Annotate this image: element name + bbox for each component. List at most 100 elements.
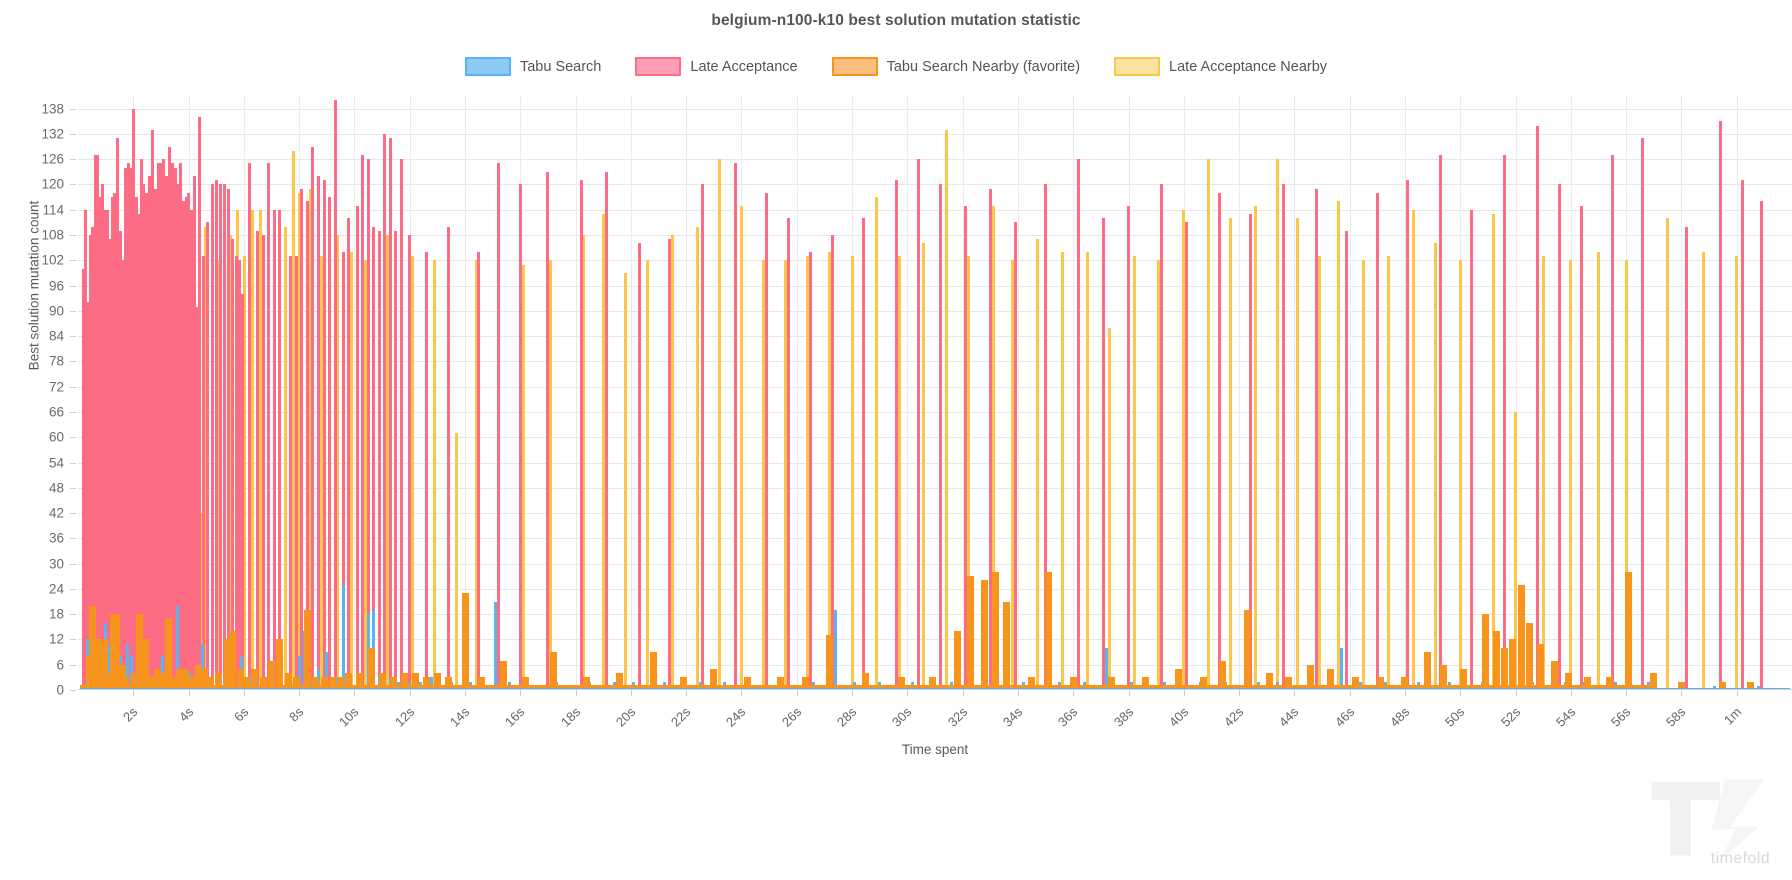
legend-swatch-icon	[635, 57, 682, 76]
bar	[303, 609, 311, 690]
legend-item-1[interactable]: Late Acceptance	[635, 57, 798, 76]
legend-item-2[interactable]: Tabu Search Nearby (favorite)	[831, 57, 1080, 76]
bar	[668, 239, 672, 690]
bar	[300, 188, 304, 690]
gridline-vertical	[1017, 96, 1019, 690]
bar	[151, 129, 155, 690]
y-axis-tick-mark	[70, 159, 76, 161]
y-axis-tick-mark	[70, 437, 76, 439]
bar	[1085, 251, 1089, 690]
bar	[1625, 572, 1633, 690]
bar	[1044, 184, 1048, 690]
bar	[1757, 685, 1761, 690]
y-axis-tick-mark	[70, 690, 76, 691]
bar	[1317, 256, 1321, 690]
y-axis-tick-mark	[70, 588, 76, 590]
gridline-horizontal	[78, 614, 1792, 616]
bar	[89, 235, 93, 690]
bar	[1481, 614, 1489, 690]
bar	[1440, 664, 1448, 690]
bar	[276, 639, 284, 690]
legend-item-3[interactable]: Late Acceptance Nearby	[1114, 57, 1327, 76]
bar	[1295, 218, 1299, 690]
bar	[308, 188, 312, 690]
bar	[169, 285, 173, 690]
gridline-vertical	[465, 96, 467, 690]
bar	[583, 677, 591, 690]
bar	[170, 677, 178, 690]
bar	[129, 167, 133, 690]
bar	[243, 677, 251, 690]
bar	[478, 677, 486, 690]
bar	[991, 205, 995, 690]
bar	[1254, 205, 1258, 690]
bar	[826, 635, 834, 690]
bar	[320, 677, 328, 690]
bar	[134, 197, 138, 690]
bar	[1423, 652, 1431, 690]
bar	[204, 226, 208, 690]
x-axis-tick-label: 22s	[668, 704, 694, 730]
x-axis-tick-mark	[907, 690, 909, 696]
bar	[364, 260, 367, 690]
bar	[1028, 677, 1036, 690]
bar	[1740, 180, 1744, 690]
bar	[1281, 184, 1285, 690]
bar	[229, 631, 237, 690]
bar	[231, 239, 235, 690]
bar	[1624, 260, 1628, 690]
bar	[153, 668, 161, 690]
bar	[115, 138, 119, 690]
bar	[214, 180, 218, 690]
bar	[898, 677, 906, 690]
gridline-horizontal	[78, 108, 1792, 110]
bar	[1345, 230, 1349, 690]
gridline-vertical	[630, 96, 632, 690]
timefold-logo-icon	[1651, 779, 1765, 861]
bar	[328, 197, 332, 690]
bar	[1218, 192, 1222, 690]
bar	[579, 180, 583, 690]
x-axis-tick-mark	[299, 690, 301, 696]
chart-legend: Tabu Search Late Acceptance Tabu Search Ne…	[0, 57, 1792, 76]
bar	[94, 639, 102, 690]
bar	[187, 677, 195, 690]
bar	[272, 209, 276, 690]
bar	[897, 256, 901, 690]
bar	[549, 260, 553, 690]
x-axis-tick-label: 26s	[778, 704, 805, 730]
bar	[366, 159, 370, 690]
x-axis-tick-label: 56s	[1607, 704, 1634, 730]
gridline-horizontal	[78, 513, 1792, 515]
bar	[546, 171, 550, 690]
bar	[305, 201, 309, 690]
bar	[1069, 677, 1077, 690]
bar	[1641, 138, 1645, 690]
bar	[124, 167, 128, 690]
gridline-vertical	[686, 96, 688, 690]
x-axis-tick-label: 8s	[286, 704, 307, 725]
x-axis-tick-mark	[409, 690, 411, 696]
bar	[944, 129, 948, 690]
bar	[1102, 218, 1106, 690]
bar	[333, 100, 337, 690]
gridline-horizontal	[78, 563, 1792, 565]
bar	[776, 677, 784, 690]
bar	[389, 677, 397, 690]
x-axis-tick-label: 30s	[889, 704, 915, 730]
bar	[223, 184, 227, 690]
bar	[341, 251, 345, 690]
bar	[894, 180, 898, 690]
bar	[1610, 154, 1614, 690]
bar	[165, 618, 173, 690]
gridline-horizontal	[78, 184, 1792, 186]
gridline-vertical	[796, 96, 798, 690]
bar	[411, 256, 414, 690]
bar	[388, 138, 392, 690]
bar	[1243, 609, 1251, 690]
bar	[267, 163, 271, 690]
legend-item-0[interactable]: Tabu Search	[464, 57, 601, 76]
bar	[337, 677, 345, 690]
bar	[1411, 209, 1415, 690]
bar	[762, 260, 766, 690]
